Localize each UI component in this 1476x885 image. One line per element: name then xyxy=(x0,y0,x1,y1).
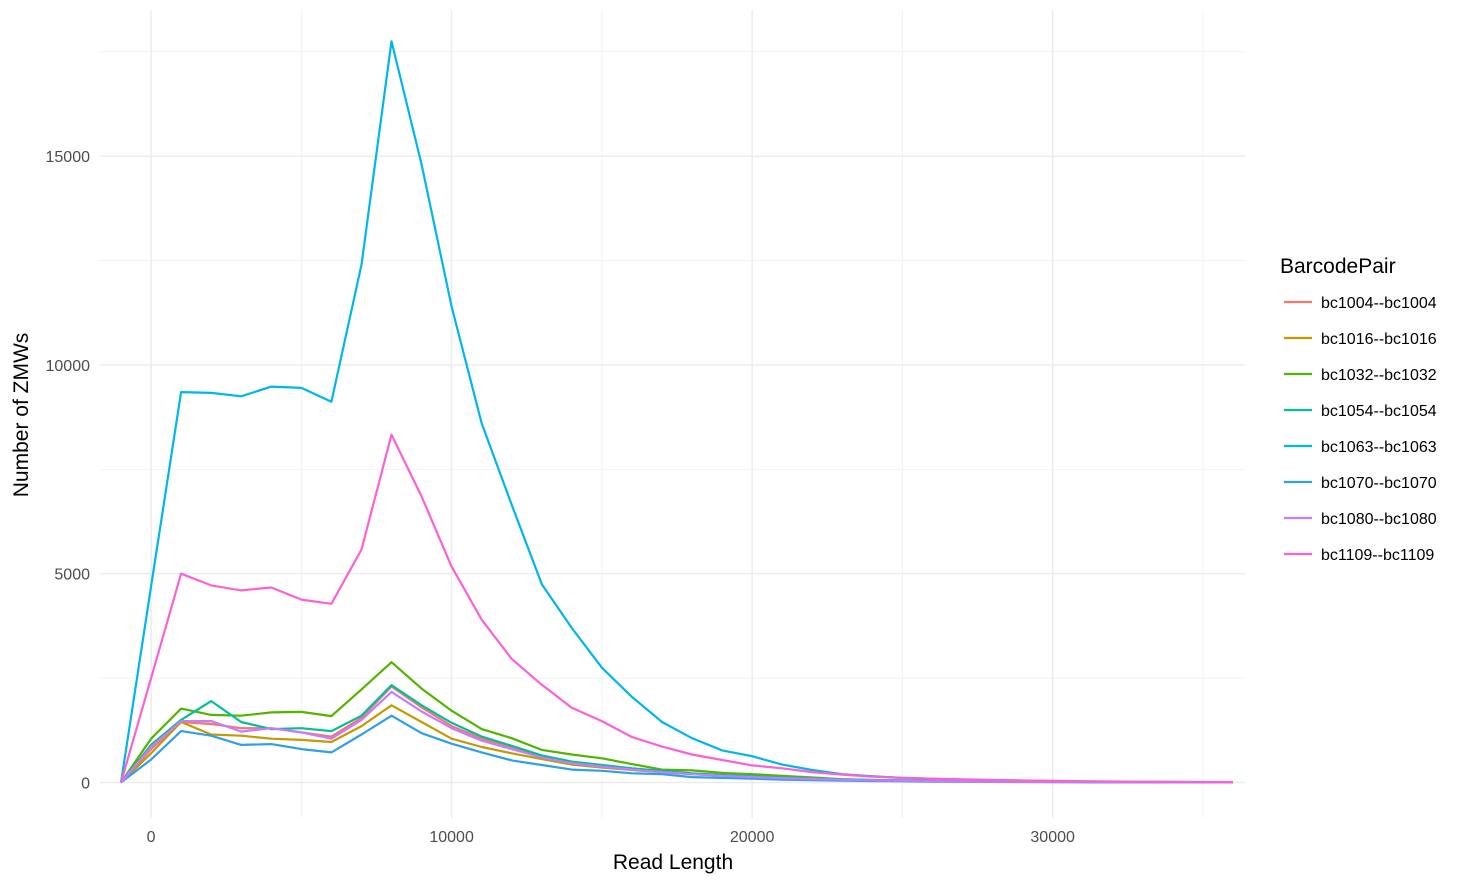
x-tick-label: 30000 xyxy=(1030,829,1075,846)
legend-label: bc1080--bc1080 xyxy=(1321,511,1437,528)
x-tick-label: 20000 xyxy=(730,829,775,846)
y-tick-label: 5000 xyxy=(54,567,90,584)
legend: BarcodePair bc1004--bc1004 bc1016--bc1016… xyxy=(1280,255,1437,564)
legend-item: bc1016--bc1016 xyxy=(1284,331,1437,348)
legend-item: bc1032--bc1032 xyxy=(1284,367,1437,384)
minor-gridlines xyxy=(100,10,1245,818)
legend-label: bc1070--bc1070 xyxy=(1321,475,1437,492)
x-axis-tick-labels: 0 10000 20000 30000 xyxy=(147,829,1075,846)
legend-item: bc1063--bc1063 xyxy=(1284,439,1437,456)
x-tick-label: 0 xyxy=(147,829,156,846)
series-lines xyxy=(119,40,1234,784)
x-axis-title: Read Length xyxy=(613,851,733,874)
legend-label: bc1063--bc1063 xyxy=(1321,439,1437,456)
series-line-bc1054--bc1054 xyxy=(120,684,1233,784)
x-tick-label: 10000 xyxy=(429,829,474,846)
series-line-bc1063--bc1063 xyxy=(119,40,1234,784)
series-line-bc1032--bc1032 xyxy=(120,661,1233,784)
legend-item: bc1054--bc1054 xyxy=(1284,403,1437,420)
series-line-bc1004--bc1004 xyxy=(120,685,1233,784)
y-tick-label: 15000 xyxy=(46,149,91,166)
legend-label: bc1054--bc1054 xyxy=(1321,403,1437,420)
major-gridlines xyxy=(100,10,1245,818)
y-axis-tick-labels: 0 5000 10000 15000 xyxy=(46,149,91,792)
legend-items: bc1004--bc1004 bc1016--bc1016 bc1032--bc10… xyxy=(1284,295,1437,564)
legend-item: bc1004--bc1004 xyxy=(1284,295,1437,312)
legend-label: bc1004--bc1004 xyxy=(1321,295,1437,312)
legend-item: bc1080--bc1080 xyxy=(1284,511,1437,528)
legend-label: bc1016--bc1016 xyxy=(1321,331,1437,348)
legend-item: bc1109--bc1109 xyxy=(1284,547,1434,564)
legend-item: bc1070--bc1070 xyxy=(1284,475,1437,492)
y-tick-label: 0 xyxy=(81,776,90,793)
legend-title: BarcodePair xyxy=(1280,255,1396,278)
legend-label: bc1109--bc1109 xyxy=(1321,547,1434,564)
legend-label: bc1032--bc1032 xyxy=(1321,367,1437,384)
y-axis-title: Number of ZMWs xyxy=(10,333,33,498)
series-line-bc1109--bc1109 xyxy=(119,433,1234,784)
y-tick-label: 10000 xyxy=(46,358,91,375)
